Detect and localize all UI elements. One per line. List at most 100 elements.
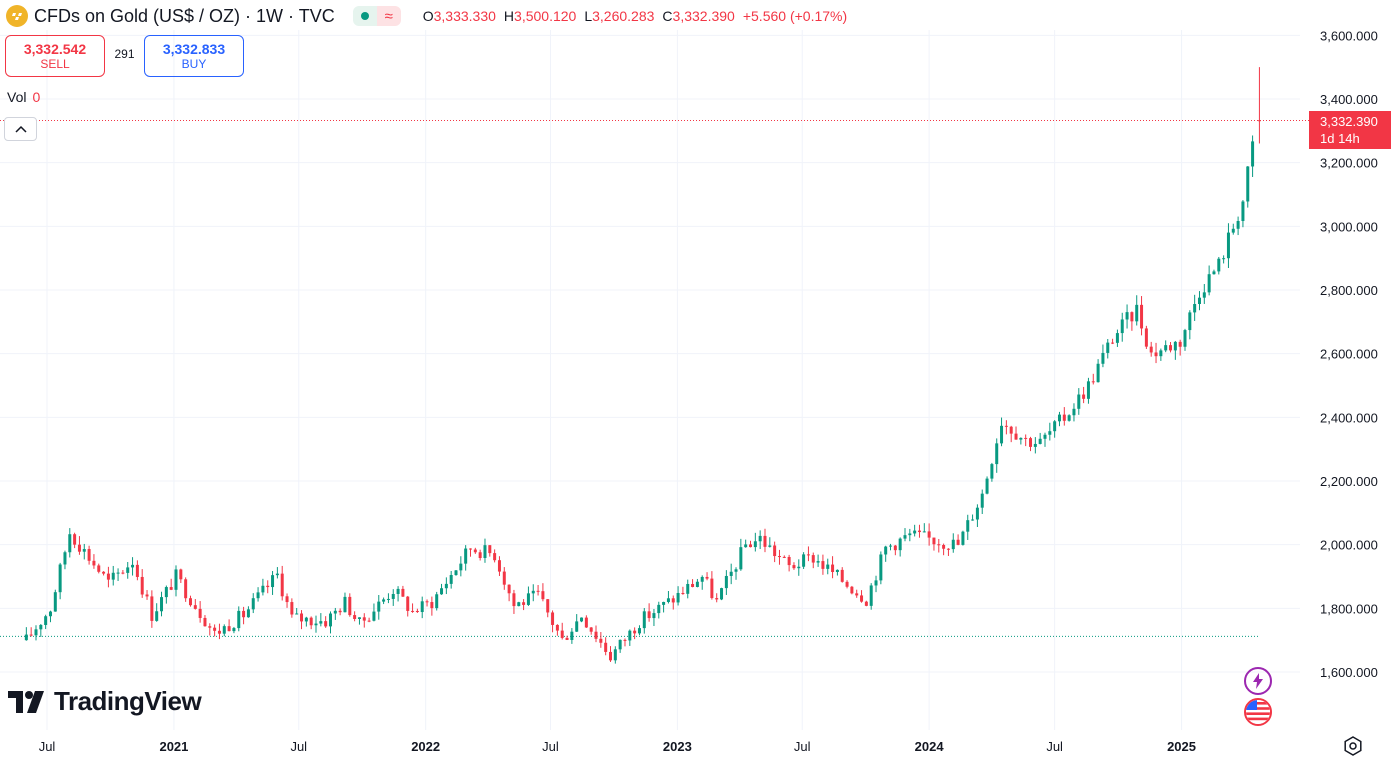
candle-body bbox=[565, 637, 569, 640]
candle-body bbox=[1029, 438, 1033, 447]
candle-body bbox=[879, 554, 883, 581]
time-tick-label: 2025 bbox=[1167, 739, 1196, 754]
candle-body bbox=[937, 544, 941, 546]
candle-body bbox=[729, 571, 733, 576]
candle-body bbox=[618, 639, 622, 650]
candle-body bbox=[1197, 297, 1201, 305]
sell-button[interactable]: 3,332.542 SELL bbox=[5, 35, 105, 77]
candle-body bbox=[555, 624, 559, 631]
candle-body bbox=[695, 581, 699, 587]
candles bbox=[24, 67, 1261, 664]
candle-body bbox=[208, 626, 212, 628]
candle-body bbox=[671, 598, 675, 603]
bar-countdown: 1d 14h bbox=[1320, 130, 1360, 146]
candle-body bbox=[946, 548, 950, 550]
candle-body bbox=[869, 585, 873, 606]
candle-body bbox=[1082, 394, 1086, 399]
candle-body bbox=[1000, 425, 1004, 444]
candle-body bbox=[1236, 221, 1240, 229]
candle-body bbox=[420, 601, 424, 613]
candle-body bbox=[483, 545, 487, 558]
candle-body bbox=[720, 588, 724, 600]
market-open-icon bbox=[352, 6, 377, 26]
candle-body bbox=[309, 617, 313, 626]
candle-body bbox=[932, 537, 936, 545]
open-value: 3,333.330 bbox=[433, 8, 496, 24]
buy-button[interactable]: 3,332.833 BUY bbox=[144, 35, 244, 77]
candle-body bbox=[1106, 342, 1110, 353]
candle-body bbox=[121, 572, 125, 574]
volume-legend[interactable]: Vol 0 bbox=[7, 89, 40, 105]
candle-body bbox=[599, 638, 603, 643]
candle-body bbox=[1072, 408, 1076, 416]
candle-body bbox=[792, 565, 796, 569]
candle-body bbox=[222, 626, 226, 634]
candle-body bbox=[1130, 312, 1134, 322]
collapse-legend-button[interactable] bbox=[4, 117, 37, 141]
candle-body bbox=[155, 611, 159, 621]
candle-body bbox=[435, 594, 439, 609]
low-key: L bbox=[584, 8, 593, 24]
candle-body bbox=[401, 588, 405, 597]
candle-body bbox=[464, 548, 468, 564]
candle-body bbox=[512, 593, 516, 607]
candle-body bbox=[271, 575, 275, 588]
candle-body bbox=[1014, 433, 1018, 440]
candle-body bbox=[980, 493, 984, 508]
candle-body bbox=[1053, 421, 1057, 432]
candle-body bbox=[391, 593, 395, 599]
price-tick-label: 3,200.000 bbox=[1320, 156, 1378, 171]
candle-body bbox=[1057, 414, 1061, 422]
candle-body bbox=[898, 538, 902, 551]
candle-body bbox=[570, 631, 574, 640]
candle-body bbox=[531, 590, 535, 594]
candle-body bbox=[507, 584, 511, 594]
gear-icon[interactable] bbox=[1343, 736, 1363, 756]
us-flag-icon[interactable] bbox=[1244, 698, 1272, 726]
candle-body bbox=[961, 531, 965, 545]
time-tick-label: 2023 bbox=[663, 739, 692, 754]
candle-body bbox=[1091, 381, 1095, 383]
tradingview-logo[interactable]: TradingView bbox=[8, 686, 202, 717]
chevron-up-icon bbox=[14, 125, 27, 133]
candle-body bbox=[821, 561, 825, 569]
lightning-icon[interactable] bbox=[1244, 667, 1272, 695]
candle-body bbox=[608, 651, 612, 661]
candle-body bbox=[628, 630, 632, 641]
candle-body bbox=[1207, 274, 1211, 293]
price-tick-label: 2,400.000 bbox=[1320, 410, 1378, 425]
gold-bars-icon bbox=[6, 5, 28, 27]
candle-body bbox=[1115, 333, 1119, 343]
symbol-title[interactable]: CFDs on Gold (US$ / OZ) · 1W · TVC bbox=[34, 5, 335, 26]
candle-body bbox=[87, 549, 91, 561]
candle-body bbox=[633, 630, 637, 634]
candle-body bbox=[1038, 438, 1042, 444]
candle-body bbox=[893, 545, 897, 551]
candle-body bbox=[536, 590, 540, 592]
candle-body bbox=[135, 564, 139, 577]
candle-body bbox=[724, 575, 728, 589]
market-status[interactable]: ≈ bbox=[352, 6, 401, 26]
candle-body bbox=[589, 627, 593, 632]
candle-body bbox=[884, 546, 888, 555]
candle-body bbox=[1226, 232, 1230, 259]
candle-body bbox=[676, 592, 680, 603]
candle-body bbox=[864, 601, 868, 606]
candle-body bbox=[806, 554, 810, 556]
candle-body bbox=[468, 548, 472, 550]
candle-body bbox=[63, 552, 67, 565]
candle-body bbox=[415, 610, 419, 613]
tradingview-logo-icon bbox=[8, 690, 44, 713]
candle-body bbox=[662, 601, 666, 605]
candle-body bbox=[169, 587, 173, 590]
change-value: +5.560 (+0.17%) bbox=[742, 8, 848, 24]
candle-body bbox=[734, 569, 738, 572]
candle-body bbox=[53, 592, 57, 612]
candle-body bbox=[681, 592, 685, 594]
last-price-label: 3,332.390 1d 14h bbox=[1309, 110, 1391, 149]
candle-body bbox=[1178, 341, 1182, 347]
candle-body bbox=[406, 596, 410, 611]
candle-body bbox=[782, 556, 786, 558]
candle-body bbox=[29, 634, 33, 636]
